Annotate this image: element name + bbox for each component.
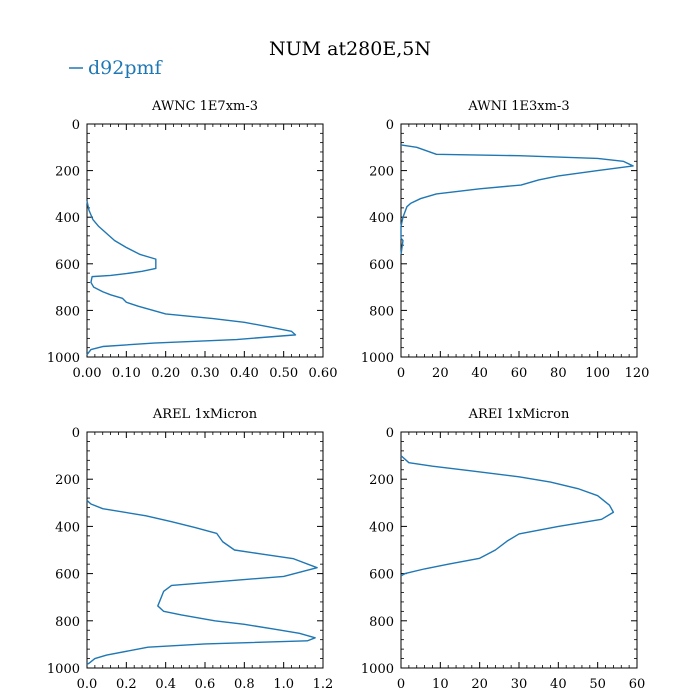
x-tick-label: 0.6 bbox=[195, 677, 216, 692]
y-tick-label: 600 bbox=[369, 258, 394, 273]
y-tick-label: 0 bbox=[386, 118, 394, 133]
x-tick-label: 0 bbox=[397, 366, 405, 381]
x-tick-label: 0.50 bbox=[269, 366, 298, 381]
x-tick-label: 60 bbox=[629, 677, 646, 692]
y-tick-label: 800 bbox=[369, 615, 394, 630]
x-tick-label: 50 bbox=[589, 677, 606, 692]
x-tick-label: 40 bbox=[471, 366, 488, 381]
y-tick-label: 400 bbox=[369, 211, 394, 226]
x-tick-label: 0.30 bbox=[191, 366, 220, 381]
x-tick-label: 1.2 bbox=[313, 677, 334, 692]
x-tick-label: 0.2 bbox=[116, 677, 137, 692]
y-tick-label: 200 bbox=[369, 165, 394, 180]
panel-title: AREI 1xMicron bbox=[468, 407, 570, 422]
y-tick-label: 200 bbox=[55, 165, 80, 180]
y-tick-label: 400 bbox=[55, 520, 80, 535]
y-tick-label: 0 bbox=[72, 118, 80, 133]
y-tick-label: 200 bbox=[55, 473, 80, 488]
x-tick-label: 120 bbox=[625, 366, 650, 381]
panel-title: AREL 1xMicron bbox=[152, 407, 258, 422]
x-tick-label: 30 bbox=[511, 677, 528, 692]
y-tick-label: 600 bbox=[55, 258, 80, 273]
y-tick-label: 1000 bbox=[361, 351, 394, 366]
y-tick-label: 800 bbox=[369, 304, 394, 319]
panel-title: AWNI 1E3xm-3 bbox=[467, 99, 569, 114]
series-line bbox=[400, 455, 615, 577]
series-line bbox=[400, 144, 634, 255]
series-line bbox=[86, 200, 297, 356]
y-tick-label: 400 bbox=[369, 520, 394, 535]
y-tick-label: 0 bbox=[72, 426, 80, 441]
x-tick-label: 0.4 bbox=[155, 677, 176, 692]
plot-frame bbox=[400, 431, 638, 669]
plot-frame bbox=[86, 431, 324, 669]
x-tick-label: 100 bbox=[585, 366, 610, 381]
x-tick-label: 0 bbox=[397, 677, 405, 692]
x-tick-label: 80 bbox=[550, 366, 567, 381]
x-tick-label: 0.60 bbox=[309, 366, 338, 381]
legend: d92pmf bbox=[69, 57, 164, 79]
y-tick-label: 600 bbox=[369, 568, 394, 583]
y-tick-label: 400 bbox=[55, 211, 80, 226]
y-tick-label: 0 bbox=[386, 426, 394, 441]
x-tick-label: 0.40 bbox=[230, 366, 259, 381]
x-tick-label: 10 bbox=[432, 677, 449, 692]
y-tick-label: 200 bbox=[369, 473, 394, 488]
x-tick-label: 1.0 bbox=[273, 677, 294, 692]
plot-frame bbox=[86, 123, 324, 358]
x-tick-label: 20 bbox=[471, 677, 488, 692]
x-tick-label: 0.20 bbox=[151, 366, 180, 381]
x-tick-label: 20 bbox=[432, 366, 449, 381]
chart-panel: AREL 1xMicron 0.0 0.2 0.4 0.6 0.8 1.0 1.2 0 200 40… bbox=[47, 407, 333, 692]
figure-title: NUM at280E,5N bbox=[269, 38, 431, 60]
chart-panel: AWNI 1E3xm-3 0 20 40 60 80 100 120 0 200 400 600 800… bbox=[361, 99, 650, 381]
y-tick-label: 600 bbox=[55, 568, 80, 583]
y-tick-label: 1000 bbox=[47, 662, 80, 677]
series-line bbox=[86, 499, 318, 666]
chart-panel: AWNC 1E7xm-3 0.00 0.10 0.20 0.30 0.40 0.50 0.60… bbox=[47, 99, 338, 381]
y-tick-label: 800 bbox=[55, 615, 80, 630]
panel-title: AWNC 1E7xm-3 bbox=[151, 99, 258, 114]
x-tick-label: 0.8 bbox=[234, 677, 255, 692]
plot-frame bbox=[400, 123, 638, 358]
y-tick-label: 1000 bbox=[47, 351, 80, 366]
y-tick-label: 1000 bbox=[361, 662, 394, 677]
legend-label: d92pmf bbox=[88, 57, 164, 79]
x-tick-label: 0.10 bbox=[112, 366, 141, 381]
x-tick-label: 0.00 bbox=[73, 366, 102, 381]
x-tick-label: 40 bbox=[550, 677, 567, 692]
x-tick-label: 0.0 bbox=[77, 677, 98, 692]
x-tick-label: 60 bbox=[511, 366, 528, 381]
y-tick-label: 800 bbox=[55, 304, 80, 319]
